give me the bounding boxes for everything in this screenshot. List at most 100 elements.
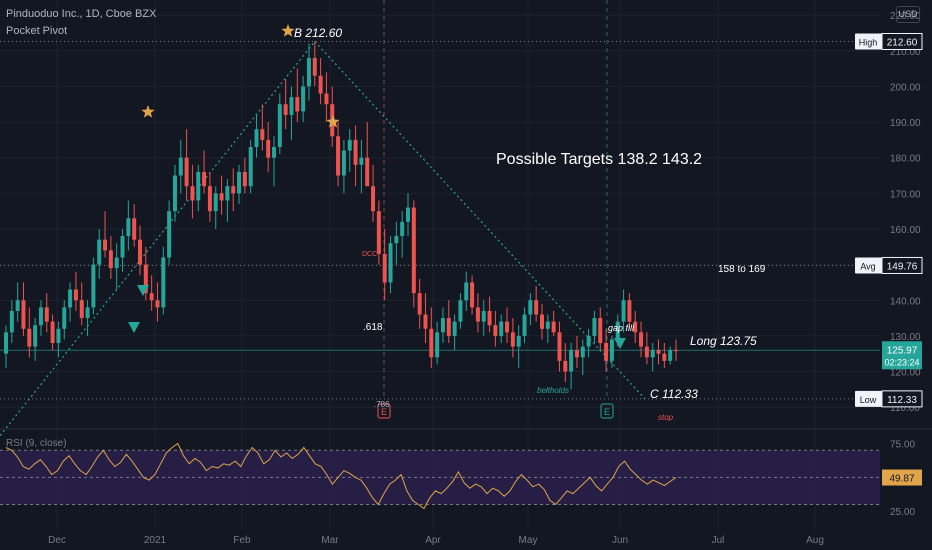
candle-body: [400, 221, 405, 237]
symbol-title: Pinduoduo Inc., 1D, Cboe BZX: [6, 8, 157, 20]
pocket-pivot-triangle: [128, 322, 140, 333]
candle-body: [464, 282, 469, 301]
level-tag-box: [855, 390, 882, 407]
candle-body: [219, 193, 224, 201]
candle-body: [458, 300, 463, 322]
pivot-star: [326, 115, 340, 128]
candle-body: [85, 307, 90, 319]
candle-body: [487, 310, 492, 326]
stop-label: stop: [658, 413, 674, 422]
x-tick-label: Feb: [233, 535, 251, 546]
pivot-star: [281, 24, 295, 37]
sub-fib-label: .786: [374, 400, 390, 409]
last-price-value: 125.97: [887, 345, 918, 356]
candle-body: [371, 186, 376, 212]
candle-body: [644, 346, 649, 358]
price-tick-label: 200.00: [890, 82, 921, 93]
candle-body: [301, 86, 306, 112]
candle-body: [522, 314, 527, 336]
candle-body: [557, 332, 562, 361]
earnings-marker-box: [600, 403, 614, 419]
candles: [4, 41, 678, 390]
candle-body: [283, 104, 288, 115]
currency-button[interactable]: USD: [896, 6, 920, 23]
candle-body: [190, 186, 195, 201]
candle-body: [108, 250, 113, 269]
candle-body: [627, 300, 632, 322]
candle-body: [196, 171, 201, 201]
candle-body: [295, 97, 300, 112]
grid: [0, 0, 932, 530]
candle-body: [62, 307, 67, 329]
trendline-up: [0, 41, 316, 437]
price-tick-label: 210.00: [890, 47, 921, 58]
x-tick-label: Dec: [48, 535, 66, 546]
candle-body: [674, 350, 678, 352]
candle-body: [475, 307, 480, 322]
candle-body: [662, 353, 667, 361]
candle-body: [639, 332, 644, 347]
candle-body: [120, 236, 125, 258]
candle-body: [260, 129, 265, 140]
candle-body: [569, 350, 574, 372]
candle-body: [44, 307, 49, 322]
rsi-tick-label: 25.00: [890, 507, 915, 518]
candle-body: [213, 193, 218, 212]
candle-body: [417, 293, 422, 315]
candle-body: [540, 314, 544, 329]
level-value: 212.60: [887, 38, 918, 49]
candle-body: [452, 321, 457, 336]
candle-body: [21, 300, 26, 329]
level-value: 149.76: [887, 261, 918, 272]
candle-body: [132, 218, 137, 240]
candle-body: [411, 207, 416, 294]
level-tag-box: [855, 33, 882, 50]
candle-body: [143, 264, 148, 294]
peak-label: B 212.60: [294, 26, 342, 40]
candle-body: [423, 314, 428, 329]
candle-body: [56, 328, 61, 344]
candle-body: [172, 175, 177, 212]
candle-body: [27, 328, 32, 347]
candle-body: [604, 343, 609, 361]
rsi-pane: 25.00 75.00 RSI (9, close) 49.87: [0, 438, 922, 518]
candle-body: [516, 335, 521, 347]
candle-body: [534, 300, 539, 315]
candle-body: [574, 350, 579, 358]
x-tick-label: Jul: [712, 535, 725, 546]
candle-body: [68, 289, 73, 308]
candle-body: [277, 104, 282, 147]
candle-body: [289, 97, 294, 115]
rsi-last-value: 49.87: [889, 474, 914, 485]
fib-label: .618: [363, 322, 383, 333]
candle-body: [73, 289, 78, 301]
candle-body: [341, 150, 346, 176]
candle-body: [272, 147, 276, 158]
price-axis: 110.00120.00130.00140.00150.00160.00170.…: [48, 11, 923, 546]
candle-body: [79, 300, 84, 319]
candle-body: [609, 339, 614, 361]
earnings-marker-box: [377, 403, 391, 419]
candle-body: [499, 321, 504, 336]
candle-body: [394, 236, 399, 244]
candle-body: [429, 328, 434, 358]
pivot-star: [141, 105, 155, 118]
candle-body: [481, 310, 486, 322]
candle-body: [668, 350, 673, 361]
candle-body: [184, 157, 189, 187]
candle-body: [551, 321, 556, 333]
rsi-last-tag: [882, 469, 922, 486]
candle-body: [353, 139, 358, 165]
candle-body: [621, 300, 626, 322]
last-price-countdown: 02:23:24: [884, 357, 919, 367]
candle-body: [510, 332, 515, 347]
candle-body: [586, 335, 591, 347]
earnings-marker: E: [604, 407, 610, 417]
candle-body: [225, 186, 230, 201]
candle-body: [528, 300, 533, 315]
candle-body: [202, 171, 207, 187]
level-tag-label: Avg: [860, 261, 875, 271]
beltholds-label: beltholds: [537, 386, 569, 395]
pocket-pivot-triangle: [137, 285, 149, 296]
